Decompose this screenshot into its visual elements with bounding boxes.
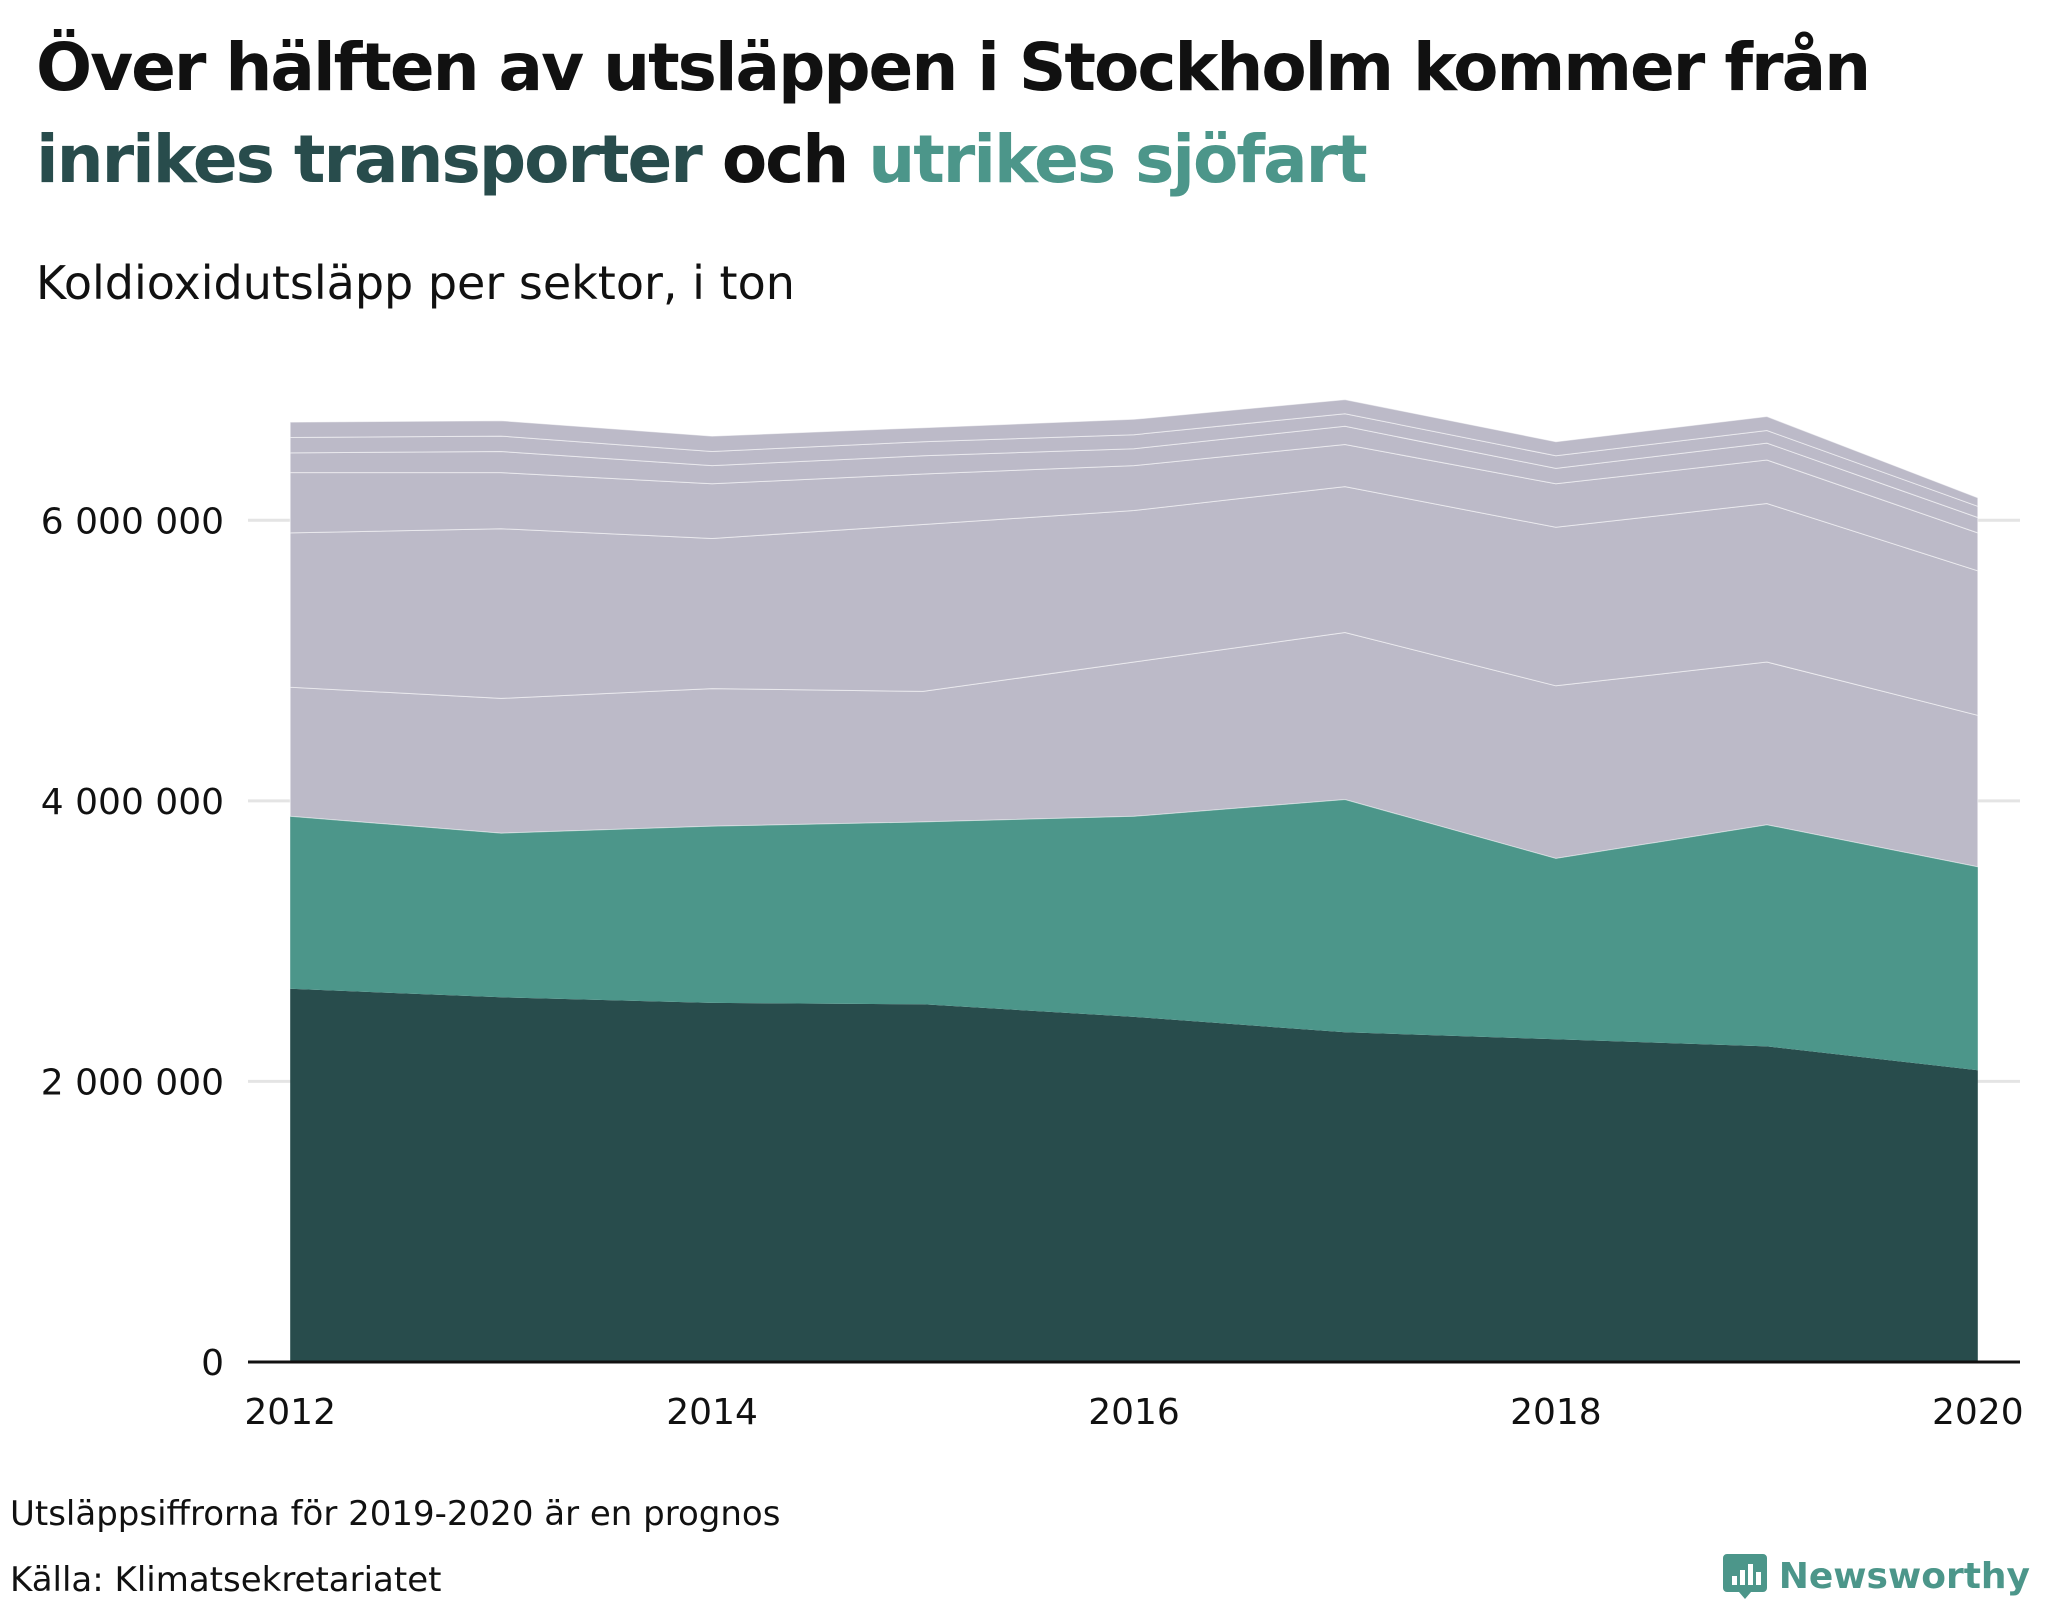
x-tick-label: 2020 [1932,1392,2024,1433]
area-series-2 [290,799,1978,1071]
source-note: Källa: Klimatsekretariatet [10,1560,442,1600]
area-series-1 [290,988,1978,1362]
title-highlight-domestic-transport: inrikes transporter [36,121,703,198]
y-tick-label: 0 [201,1343,224,1384]
x-tick-label: 2018 [1510,1392,1602,1433]
title-line-2: inrikes transporter och utrikes sjöfart [36,114,2026,206]
chart-subtitle: Koldioxidutsläpp per sektor, i ton [36,256,795,310]
y-tick-label: 6 000 000 [41,501,224,542]
title-line-1: Över hälften av utsläppen i Stockholm ko… [36,29,1871,106]
title-highlight-shipping: utrikes sjöfart [868,121,1367,198]
brand-name: Newsworthy [1778,1555,2030,1597]
chart-title: Över hälften av utsläppen i Stockholm ko… [36,22,2026,206]
x-tick-label: 2012 [244,1392,336,1433]
x-tick-label: 2014 [666,1392,758,1433]
title-connector: och [700,121,869,198]
brand-logo: Newsworthy [1722,1552,2030,1600]
x-tick-label: 2016 [1088,1392,1180,1433]
axes: 0 2 000 000 4 000 000 6 000 000 2012 2014 2016… [41,501,2024,1433]
newsworthy-logo-icon [1722,1554,1767,1599]
area-series-8 [289,399,1979,508]
area-series [289,399,1979,1362]
forecast-note: Utsläppsiffrorna för 2019-2020 är en pro… [10,1494,781,1534]
y-tick-label: 2 000 000 [41,1062,224,1103]
y-tick-label: 4 000 000 [41,782,224,823]
